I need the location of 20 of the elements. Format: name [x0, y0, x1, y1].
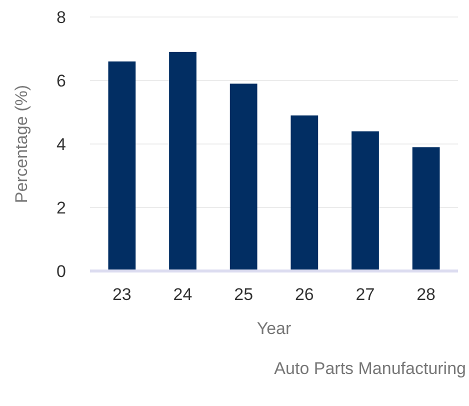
x-axis-title: Year	[256, 319, 292, 338]
y-tick-label: 4	[56, 134, 66, 154]
text: Auto Parts Manufacturing	[274, 359, 466, 378]
bar	[352, 131, 379, 271]
bar	[230, 84, 258, 271]
bar	[169, 52, 196, 271]
x-tick-label: 28	[416, 285, 436, 304]
x-tick-label: 25	[234, 285, 254, 304]
bar	[290, 115, 318, 271]
y-axis-title: Percentage (%)	[12, 84, 31, 204]
y-tick-label: 6	[56, 71, 66, 90]
x-tick-label: 23	[112, 285, 132, 304]
bar	[108, 61, 136, 271]
x-tick-label: 24	[173, 285, 192, 304]
x-tick-label: 27	[356, 285, 375, 304]
y-tick-label: 0	[56, 262, 66, 281]
y-tick-label: 8	[56, 8, 66, 27]
bar	[412, 147, 440, 271]
x-tick-label: 26	[294, 285, 314, 304]
y-tick-label: 2	[56, 198, 66, 218]
